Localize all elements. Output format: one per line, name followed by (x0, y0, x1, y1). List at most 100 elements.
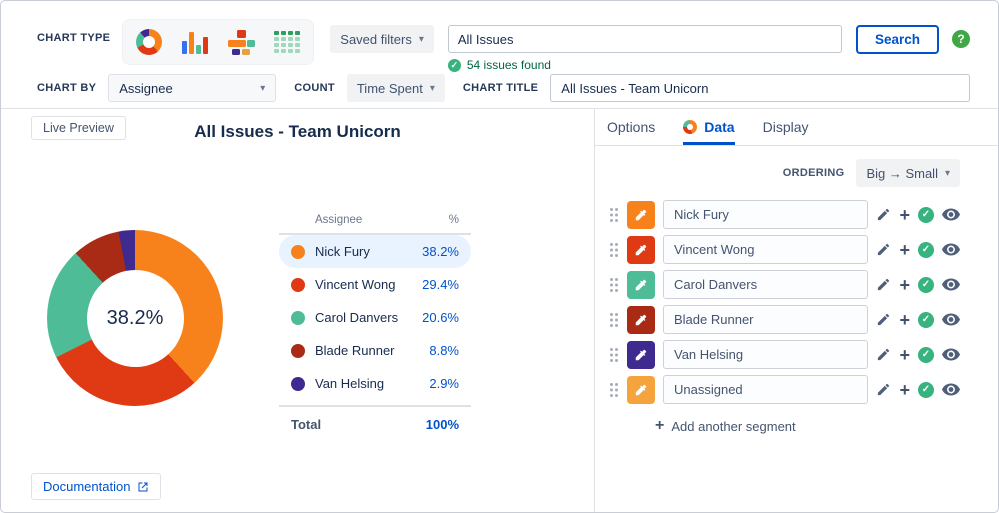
edit-pencil-icon[interactable] (876, 347, 891, 362)
eye-icon[interactable] (942, 243, 960, 256)
eye-icon[interactable] (942, 313, 960, 326)
plus-icon[interactable]: + (899, 204, 910, 225)
plus-icon[interactable]: + (899, 239, 910, 260)
drag-handle-icon[interactable] (609, 242, 619, 258)
search-input[interactable] (447, 25, 842, 53)
segment-row: Vincent Wong + ✓ (609, 235, 960, 264)
saved-filters-button[interactable]: Saved filters ▾ (330, 25, 434, 53)
external-link-icon (138, 482, 148, 491)
edit-pencil-icon[interactable] (876, 277, 891, 292)
chart-type-bar-button[interactable] (178, 25, 212, 59)
legend-label: Blade Runner (315, 343, 395, 358)
chart-type-table-button[interactable] (270, 25, 304, 59)
eye-icon[interactable] (942, 278, 960, 291)
issues-found-text: 54 issues found (466, 58, 551, 72)
tab-data[interactable]: Data (683, 109, 735, 145)
check-circle-icon[interactable]: ✓ (918, 276, 934, 293)
legend-label: Nick Fury (315, 244, 370, 259)
color-swatch-button[interactable] (627, 200, 655, 229)
check-circle-icon[interactable]: ✓ (918, 241, 934, 258)
tab-options[interactable]: Options (607, 109, 655, 145)
color-swatch-button[interactable] (627, 235, 655, 264)
segment-name-input[interactable]: Van Helsing (663, 340, 869, 369)
count-value: Time Spent (356, 80, 423, 96)
legend-label: Van Helsing (315, 376, 385, 391)
search-button[interactable]: Search (855, 25, 939, 54)
table-chart-type-icon (274, 31, 301, 53)
plus-icon[interactable]: + (899, 379, 910, 400)
legend-row[interactable]: Carol Danvers 20.6% (279, 301, 471, 334)
live-preview-tab[interactable]: Live Preview (31, 116, 126, 140)
check-circle-icon[interactable]: ✓ (918, 381, 934, 398)
segment-name-input[interactable]: Blade Runner (663, 305, 869, 334)
check-circle-icon[interactable]: ✓ (918, 346, 934, 363)
drag-handle-icon[interactable] (609, 382, 619, 398)
plus-icon[interactable]: + (899, 274, 910, 295)
chart-title-label: CHART TITLE (462, 82, 539, 94)
chart-type-donut-button[interactable] (132, 25, 166, 59)
toolbar: CHART TYPE Saved filters ▾ (1, 1, 998, 108)
drag-handle-icon[interactable] (609, 277, 619, 293)
main-area: Live Preview All Issues - Team Unicorn 3… (1, 108, 998, 512)
legend-row[interactable]: Nick Fury 38.2% (279, 235, 471, 268)
segment-name-input[interactable]: Carol Danvers (663, 270, 869, 299)
legend-total-label: Total (291, 417, 322, 432)
plus-icon[interactable]: + (899, 344, 910, 365)
segment-row: Blade Runner + ✓ (609, 305, 960, 334)
check-circle-icon[interactable]: ✓ (918, 206, 934, 223)
add-segment-button[interactable]: + Add another segment (655, 417, 960, 435)
eye-icon[interactable] (942, 383, 960, 396)
check-circle-icon[interactable]: ✓ (918, 311, 934, 328)
chart-by-select[interactable]: Assignee ▾ (108, 74, 277, 102)
search-area: ✓ 54 issues found (447, 25, 842, 72)
chart-title: All Issues - Team Unicorn (194, 122, 401, 141)
legend-row[interactable]: Van Helsing 2.9% (279, 367, 471, 400)
segment-name-input[interactable]: Unassigned (663, 375, 869, 404)
legend-color-dot (291, 376, 305, 391)
chart-type-label: CHART TYPE (37, 32, 111, 44)
color-swatch-button[interactable] (627, 270, 655, 299)
chart-legend: Assignee % Nick Fury 38.2% Vincent Wong 29.… (279, 214, 471, 432)
help-icon[interactable]: ? (952, 30, 970, 48)
ordering-value: Big → Small (866, 165, 938, 181)
count-select[interactable]: Time Spent ▾ (346, 74, 445, 102)
plus-icon[interactable]: + (899, 309, 910, 330)
chart-area: 38.2% Assignee % Nick Fury 38.2% Vincent W… (1, 214, 594, 432)
chevron-down-icon: ▾ (260, 82, 266, 94)
drag-handle-icon[interactable] (609, 207, 619, 223)
color-swatch-button[interactable] (627, 375, 655, 404)
tab-display[interactable]: Display (763, 109, 809, 145)
color-swatch-button[interactable] (627, 305, 655, 334)
legend-header: Assignee % (279, 214, 471, 235)
edit-pencil-icon[interactable] (876, 382, 891, 397)
legend-percent: 20.6% (422, 310, 459, 325)
legend-total-value: 100% (425, 417, 459, 432)
settings-panel: Options Data Display ORDERING Big → Smal… (595, 109, 998, 512)
data-tab-content: ORDERING Big → Small ▾ Nick Fury + ✓ Vincen… (595, 146, 998, 435)
edit-pencil-icon[interactable] (876, 312, 891, 327)
eye-icon[interactable] (942, 348, 960, 361)
ordering-select[interactable]: Big → Small ▾ (856, 159, 960, 187)
segment-name-input[interactable]: Vincent Wong (663, 235, 869, 264)
drag-handle-icon[interactable] (609, 347, 619, 363)
edit-pencil-icon[interactable] (876, 207, 891, 222)
drag-handle-icon[interactable] (609, 312, 619, 328)
chart-type-blocks-button[interactable] (224, 25, 258, 59)
donut-chart-type-icon (136, 29, 163, 55)
segment-row: Carol Danvers + ✓ (609, 270, 960, 299)
legend-row[interactable]: Blade Runner 8.8% (279, 334, 471, 367)
eye-icon[interactable] (942, 208, 960, 221)
panel-tabs: Options Data Display (595, 109, 998, 146)
segment-row: Van Helsing + ✓ (609, 340, 960, 369)
legend-row[interactable]: Vincent Wong 29.4% (279, 268, 471, 301)
edit-pencil-icon[interactable] (876, 242, 891, 257)
documentation-link[interactable]: Documentation (31, 473, 162, 500)
donut-hole: 38.2% (86, 269, 184, 367)
legend-color-dot (291, 343, 305, 358)
color-swatch-button[interactable] (627, 340, 655, 369)
donut-chart[interactable]: 38.2% (47, 230, 223, 406)
segment-name-input[interactable]: Nick Fury (663, 200, 869, 229)
chart-by-value: Assignee (119, 80, 173, 96)
toolbar-row-1: CHART TYPE Saved filters ▾ (37, 17, 970, 72)
chart-title-input[interactable] (550, 74, 970, 102)
